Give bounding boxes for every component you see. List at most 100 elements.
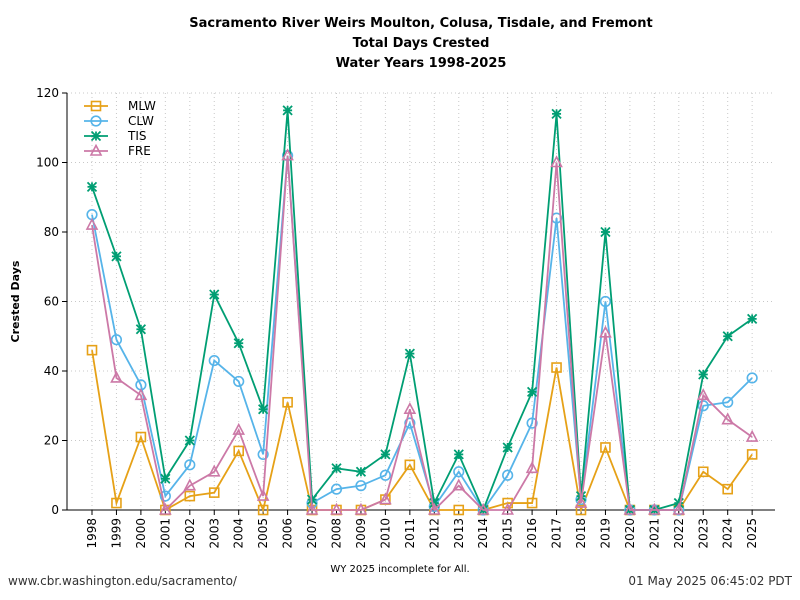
y-tick-label: 20 [44, 434, 59, 448]
y-axis-label: Crested Days [9, 260, 22, 342]
data-point-tis [526, 386, 538, 397]
y-tick-label: 60 [44, 295, 59, 309]
x-tick-label: 2016 [525, 518, 539, 549]
data-point-fre [476, 502, 490, 515]
data-point-mlw [233, 445, 244, 457]
data-point-tis [502, 442, 513, 453]
x-tick-label: 2019 [598, 518, 612, 549]
chart-title-line-2: Total Days Crested [352, 36, 490, 51]
data-point-clw [453, 466, 465, 478]
data-point-mlw [86, 344, 98, 356]
data-point-fre [721, 412, 735, 425]
chart-title-line-3: Water Years 1998-2025 [335, 56, 507, 71]
data-point-clw [184, 459, 196, 471]
data-point-fre [379, 492, 392, 505]
data-point-fre [256, 488, 270, 501]
data-point-fre [207, 464, 221, 477]
chart-title-line-1: Sacramento River Weirs Moulton, Colusa, … [189, 16, 653, 31]
data-point-mlw [600, 442, 611, 453]
data-point-tis [747, 313, 758, 325]
data-point-fre [403, 402, 417, 415]
data-point-fre [110, 370, 123, 383]
data-point-fre [648, 502, 661, 515]
data-point-fre [550, 155, 563, 168]
data-point-tis [282, 105, 293, 116]
y-tick-label: 0 [51, 503, 59, 517]
data-point-fre [85, 217, 99, 230]
legend-item-mlw: MLW [82, 98, 202, 113]
series-line-tis [91, 110, 753, 513]
legend-label: CLW [128, 114, 154, 128]
legend-item-clw: CLW [82, 113, 202, 128]
chart-note: WY 2025 incomplete for All. [330, 564, 470, 575]
data-point-tis [404, 348, 415, 359]
data-point-mlw [257, 504, 269, 516]
x-tick-label: 2008 [330, 518, 344, 549]
data-point-fre [427, 502, 441, 515]
data-point-tis [600, 226, 611, 238]
data-point-clw [355, 480, 367, 492]
chart-title: Sacramento River Weirs Moulton, Colusa, … [0, 14, 800, 74]
data-point-fre [599, 325, 612, 338]
x-tick-label: 2007 [305, 518, 319, 549]
data-point-clw [330, 483, 343, 495]
data-point-tis [258, 404, 269, 415]
timestamp: 01 May 2025 06:45:02 PDT [628, 574, 792, 588]
data-point-mlw [746, 449, 758, 460]
x-tick-label: 2025 [745, 518, 759, 549]
x-tick-label: 2001 [158, 518, 172, 549]
data-point-tis [551, 108, 562, 119]
data-point-clw [379, 469, 392, 481]
data-point-mlw [135, 431, 147, 443]
data-point-tis [160, 473, 171, 484]
data-point-clw [599, 295, 612, 308]
data-point-fre [574, 495, 588, 508]
data-point-clw [502, 469, 514, 481]
data-point-fre [159, 502, 172, 515]
data-point-clw [257, 448, 269, 461]
x-tick-label: 2022 [672, 518, 686, 549]
data-point-fre [330, 502, 343, 515]
data-point-fre [745, 429, 759, 442]
data-point-mlw [575, 504, 587, 516]
data-point-fre [672, 502, 686, 515]
legend-marker [90, 115, 102, 127]
legend-item-fre: FRE [82, 143, 202, 158]
x-tick-label: 2020 [623, 518, 637, 549]
data-point-fre [183, 478, 197, 491]
legend-swatch [84, 130, 108, 142]
data-point-fre [696, 388, 710, 401]
legend-label: TIS [128, 129, 147, 143]
y-tick-label: 80 [44, 225, 59, 239]
x-tick-label: 2018 [574, 518, 588, 549]
x-tick-label: 2002 [183, 518, 197, 549]
legend-swatch [84, 143, 108, 156]
data-point-mlw [526, 497, 538, 509]
legend-marker [90, 100, 102, 112]
x-tick-label: 2006 [281, 518, 295, 549]
x-tick-label: 2023 [696, 518, 710, 549]
x-tick-label: 2013 [452, 518, 466, 549]
data-point-mlw [282, 396, 293, 408]
data-point-fre [623, 502, 637, 515]
x-tick-label: 2012 [427, 518, 441, 549]
x-tick-label: 2024 [721, 518, 735, 549]
x-tick-label: 2017 [550, 518, 564, 549]
data-point-mlw [697, 466, 709, 478]
data-point-tis [184, 435, 195, 446]
data-point-fre [354, 502, 368, 515]
data-point-clw [697, 400, 709, 412]
y-tick-label: 100 [36, 156, 59, 170]
x-tick-label: 2011 [403, 518, 417, 549]
data-point-clw [110, 334, 123, 346]
data-point-mlw [551, 362, 562, 373]
x-tick-label: 2009 [354, 518, 368, 549]
data-point-fre [452, 478, 466, 491]
data-point-mlw [208, 487, 220, 498]
legend-label: FRE [128, 144, 151, 158]
data-point-tis [135, 324, 147, 335]
data-point-fre [525, 461, 539, 474]
legend-marker [89, 143, 103, 156]
data-point-tis [111, 251, 122, 262]
